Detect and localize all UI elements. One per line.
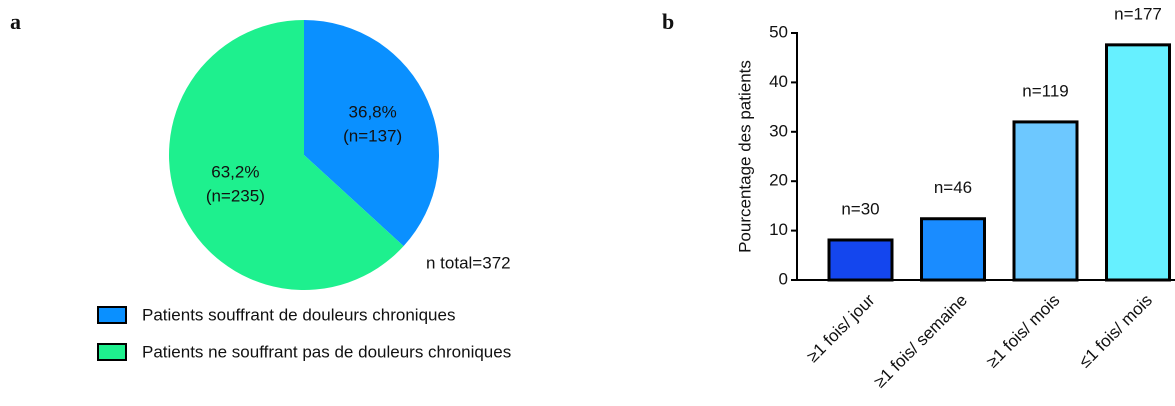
panel-letter: b: [662, 9, 674, 34]
bar: [920, 217, 986, 282]
x-tick-label: ≥1 fois/ jour: [803, 290, 879, 366]
bar: [827, 238, 894, 282]
pie-slice: [304, 20, 439, 247]
x-tick-label: ≥1 fois/ semaine: [870, 291, 971, 392]
count-label: n=119: [1022, 81, 1068, 100]
y-tick-label: 50: [769, 22, 788, 41]
pie-slice: [168, 20, 404, 290]
x-tick-label: ≤1 fois/ mois: [1075, 291, 1156, 372]
count-label: n=30: [841, 199, 879, 218]
value-label: 36,8%: [349, 102, 397, 121]
legend-swatch: [97, 343, 127, 361]
panel-letter: a: [10, 9, 21, 34]
count-label: (n=137): [343, 126, 402, 145]
legend-label: Patients souffrant de douleurs chronique…: [142, 305, 455, 324]
value-label: 63,2%: [211, 163, 259, 182]
legend-swatch: [97, 306, 127, 324]
count-label: (n=235): [206, 187, 265, 206]
legend-label: Patients ne souffrant pas de douleurs ch…: [142, 342, 511, 361]
count-label: n=177: [1114, 4, 1162, 23]
y-axis-label: Pourcentage des patients: [735, 60, 754, 253]
y-tick-label: 0: [779, 269, 788, 288]
count-label: n=46: [934, 178, 972, 197]
bar: [1012, 120, 1079, 282]
y-tick-label: 10: [769, 220, 788, 239]
y-tick-label: 20: [769, 171, 788, 190]
annotation: n total=372: [426, 253, 511, 272]
y-tick-label: 30: [769, 121, 788, 140]
bar: [1105, 43, 1171, 282]
y-tick-label: 40: [769, 72, 788, 91]
x-tick-label: ≥1 fois/ mois: [983, 291, 1064, 372]
